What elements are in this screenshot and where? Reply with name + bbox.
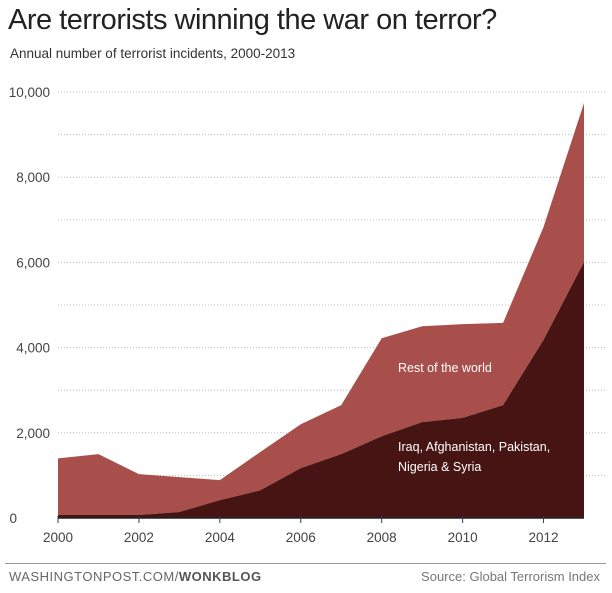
y-tick-label: 8,000 <box>16 170 50 185</box>
footer-credit: WASHINGTONPOST.COM/WONKBLOG <box>9 569 262 584</box>
footer-source: Source: Global Terrorism Index <box>421 569 600 584</box>
series-label-five-countries: Iraq, Afghanistan, Pakistan, <box>398 440 550 454</box>
footer-site: WASHINGTONPOST.COM/ <box>9 569 179 584</box>
series-label-five-countries: Nigeria & Syria <box>398 460 481 474</box>
footer-brand: WONKBLOG <box>178 569 262 584</box>
y-tick-label: 0 <box>9 511 17 526</box>
area-five-countries <box>58 261 584 518</box>
x-tick-label: 2004 <box>205 530 236 545</box>
y-tick-label: 2,000 <box>16 426 50 441</box>
series-label-rest-of-world: Rest of the world <box>398 361 492 375</box>
x-tick-label: 2008 <box>367 530 397 545</box>
y-tick-label: 4,000 <box>16 341 50 356</box>
x-tick-label: 2002 <box>124 530 154 545</box>
x-tick-label: 2010 <box>448 530 478 545</box>
footer-divider <box>5 563 606 564</box>
y-tick-label: 6,000 <box>16 255 50 270</box>
x-tick-label: 2006 <box>286 530 316 545</box>
area-rest-of-world <box>58 103 584 516</box>
chart-title: Are terrorists winning the war on terror… <box>8 4 497 36</box>
x-tick-label: 2000 <box>43 530 73 545</box>
x-tick-label: 2012 <box>529 530 559 545</box>
y-tick-label: 10,000 <box>9 85 50 100</box>
chart-subtitle: Annual number of terrorist incidents, 20… <box>10 46 296 61</box>
